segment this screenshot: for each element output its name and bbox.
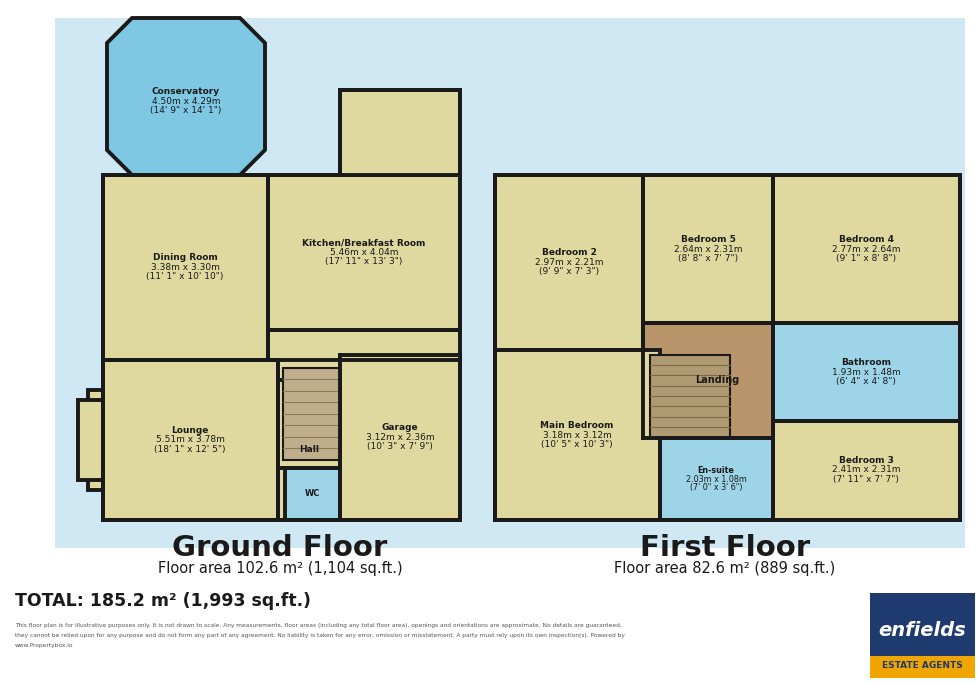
Text: Lounge: Lounge [172,426,209,435]
Bar [495,175,643,350]
Text: 2.41m x 2.31m: 2.41m x 2.31m [832,466,901,475]
Text: (7' 11" x 7' 7"): (7' 11" x 7' 7") [833,475,899,484]
Bar [643,323,791,438]
Text: 5.51m x 3.78m: 5.51m x 3.78m [156,436,224,445]
Text: 3.38m x 3.30m: 3.38m x 3.30m [151,262,220,271]
Text: 4.50m x 4.29m: 4.50m x 4.29m [152,97,220,105]
Text: 3.12m x 2.36m: 3.12m x 2.36m [366,432,434,442]
Bar [870,593,975,678]
Text: 5.46m x 4.04m: 5.46m x 4.04m [329,247,398,256]
Bar [870,656,975,678]
Text: 2.03m x 1.08m: 2.03m x 1.08m [686,475,747,484]
Text: 2.97m x 2.21m: 2.97m x 2.21m [535,258,604,266]
Text: (9' 1" x 8' 8"): (9' 1" x 8' 8") [836,254,896,263]
Bar [650,355,730,438]
Text: 1.93m x 1.48m: 1.93m x 1.48m [832,367,901,377]
Text: Garage: Garage [381,423,418,432]
Text: (18' 1" x 12' 5"): (18' 1" x 12' 5") [154,445,225,454]
Bar [495,350,660,520]
Text: (17' 11" x 13' 3"): (17' 11" x 13' 3") [325,257,403,266]
Text: (10' 5" x 10' 3"): (10' 5" x 10' 3") [541,440,612,449]
Text: Main Bedroom: Main Bedroom [540,421,613,430]
Text: This floor plan is for illustrative purposes only. It is not drawn to scale. Any: This floor plan is for illustrative purp… [15,623,621,627]
Bar [78,400,103,480]
Text: Dining Room: Dining Room [153,253,218,262]
Bar [773,175,960,323]
Text: (9' 9" x 7' 3"): (9' 9" x 7' 3") [539,267,599,276]
Text: Conservatory: Conservatory [152,87,220,96]
Bar [340,355,460,520]
Bar [773,323,960,421]
Text: www.Propertybox.io: www.Propertybox.io [15,643,74,647]
Text: Landing: Landing [695,375,739,385]
Bar [285,468,340,520]
Bar [268,175,460,330]
Text: Bathroom: Bathroom [841,358,891,367]
Bar [103,175,268,360]
Bar [643,175,773,323]
Text: TOTAL: 185.2 m² (1,993 sq.ft.): TOTAL: 185.2 m² (1,993 sq.ft.) [15,592,311,610]
Text: WC: WC [305,490,319,499]
Text: Bedroom 5: Bedroom 5 [680,235,735,244]
Text: (7' 0" x 3' 6"): (7' 0" x 3' 6") [690,483,742,492]
Text: First Floor: First Floor [640,534,810,562]
Bar [773,421,960,520]
Text: Bedroom 4: Bedroom 4 [839,235,894,244]
Text: enfields: enfields [878,621,966,640]
Polygon shape [103,90,460,520]
Text: Hall: Hall [299,445,319,455]
Text: (10' 3" x 7' 9"): (10' 3" x 7' 9") [368,442,433,451]
Text: 3.18m x 3.12m: 3.18m x 3.12m [543,430,612,440]
Text: Floor area 102.6 m² (1,104 sq.ft.): Floor area 102.6 m² (1,104 sq.ft.) [158,560,403,575]
Text: (11' 1" x 10' 10"): (11' 1" x 10' 10") [146,272,223,281]
Text: Bedroom 3: Bedroom 3 [839,456,894,465]
Text: (8' 8" x 7' 7"): (8' 8" x 7' 7") [678,254,738,263]
Text: En-suite: En-suite [698,466,734,475]
Text: 2.77m x 2.64m: 2.77m x 2.64m [832,245,901,253]
Polygon shape [107,18,265,175]
Text: Bedroom 2: Bedroom 2 [542,248,597,257]
Bar [103,360,278,520]
Bar [340,90,460,175]
Bar [55,18,965,548]
Bar [88,390,103,490]
Text: (14' 9" x 14' 1"): (14' 9" x 14' 1") [150,106,221,115]
Text: they cannot be relied upon for any purpose and do not form any part of any agree: they cannot be relied upon for any purpo… [15,632,625,638]
Bar [278,380,340,520]
Text: Ground Floor: Ground Floor [172,534,388,562]
Bar [283,368,340,460]
Text: Kitchen/Breakfast Room: Kitchen/Breakfast Room [302,238,425,247]
Text: ESTATE AGENTS: ESTATE AGENTS [882,662,962,671]
Bar [660,438,773,520]
Text: (6' 4" x 4' 8"): (6' 4" x 4' 8") [836,377,896,386]
Text: Floor area 82.6 m² (889 sq.ft.): Floor area 82.6 m² (889 sq.ft.) [614,560,836,575]
Text: 2.64m x 2.31m: 2.64m x 2.31m [674,245,742,253]
